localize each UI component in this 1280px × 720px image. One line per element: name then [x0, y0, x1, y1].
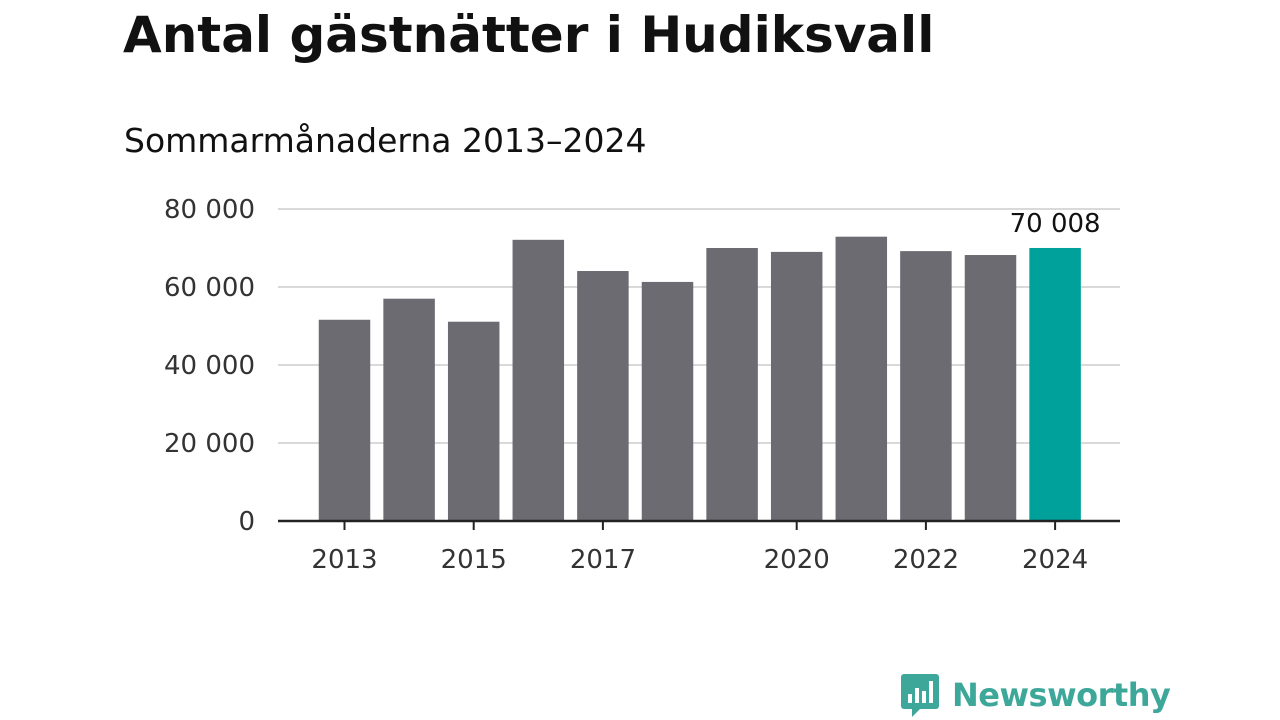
x-tick-label: 2024	[1022, 545, 1088, 575]
y-tick-label: 60 000	[164, 273, 255, 303]
data-labels: 70 008	[1010, 209, 1101, 239]
y-tick-label: 40 000	[164, 351, 255, 381]
brand-logo: Newsworthy	[900, 670, 1171, 720]
bar-2023	[964, 255, 1017, 521]
bar-2013	[318, 319, 371, 521]
bar-2022	[900, 251, 952, 521]
bar-2015	[447, 321, 500, 521]
bar-2020	[770, 251, 823, 521]
bars	[318, 236, 1081, 521]
bar-2016	[512, 239, 565, 521]
bar-2017	[577, 271, 629, 521]
bar-2018	[641, 281, 694, 521]
x-axis-tick-labels: 2013 2015 2017 2020 2022 2024	[311, 521, 1088, 575]
x-tick-label: 2017	[570, 545, 636, 575]
chart-title: Antal gästnätter i Hudiksvall	[123, 6, 935, 64]
bar-2019	[706, 248, 758, 521]
y-tick-label: 80 000	[164, 195, 255, 225]
data-label: 70 008	[1010, 209, 1101, 239]
y-tick-label: 20 000	[164, 429, 255, 459]
x-tick-label: 2013	[311, 545, 377, 575]
y-tick-label: 0	[238, 507, 255, 537]
brand-name: Newsworthy	[952, 676, 1171, 714]
bar-2024	[1029, 247, 1081, 521]
x-tick-label: 2020	[764, 545, 830, 575]
bar-2014	[383, 298, 435, 521]
chart-subtitle: Sommarmånaderna 2013–2024	[124, 121, 647, 160]
newsworthy-logo-icon	[901, 674, 939, 717]
x-tick-label: 2015	[441, 545, 507, 575]
bar-2021	[835, 236, 888, 521]
y-axis-tick-labels: 0 20 000 40 000 60 000 80 000	[164, 195, 255, 537]
x-tick-label: 2022	[893, 545, 959, 575]
